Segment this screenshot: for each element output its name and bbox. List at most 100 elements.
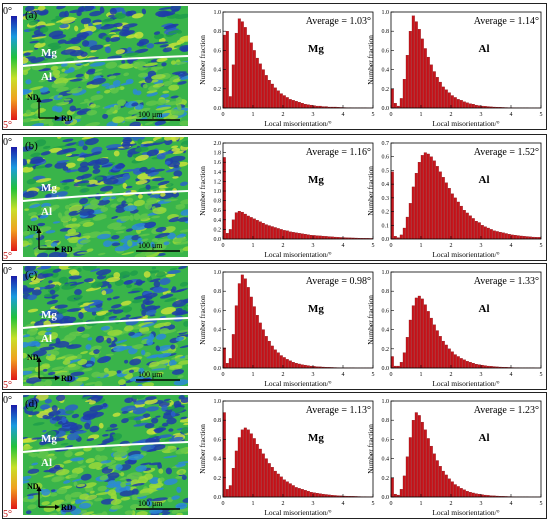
y-axis-label: Number fraction: [366, 424, 375, 474]
y-tick-label: 0.3: [382, 196, 390, 202]
histogram-bar: [414, 412, 418, 498]
histogram-bar: [432, 160, 436, 240]
histogram-bar: [495, 231, 499, 240]
x-tick-label: 3: [312, 243, 315, 249]
histogram-bar: [453, 97, 457, 109]
histogram-bar: [237, 18, 241, 109]
y-axis-label: Number fraction: [366, 295, 375, 345]
histogram-bar: [294, 487, 298, 498]
histogram-bar: [318, 493, 322, 498]
y-tick-label: 0.0: [382, 495, 390, 501]
y-tick-label: 1.8: [214, 151, 222, 157]
histogram-bar: [315, 493, 319, 498]
histogram-bar: [456, 201, 460, 240]
histogram-bar: [240, 274, 244, 369]
nd-rd-axes: [36, 228, 60, 252]
x-tick-label: 5: [372, 501, 375, 507]
histogram-bar: [303, 234, 307, 240]
histogram-bar: [234, 32, 238, 109]
color-scale-bottom-label: 5°: [3, 380, 12, 389]
histogram-bar: [444, 182, 448, 240]
nd-axis-label: ND: [27, 482, 39, 491]
histogram-bar: [279, 355, 283, 369]
x-tick-label: 2: [450, 372, 453, 378]
histogram-bar: [267, 463, 271, 498]
y-tick-label: 0.4: [382, 457, 390, 463]
x-axis-label: Local misorientation/°: [264, 379, 331, 388]
interface-line: [22, 55, 189, 67]
histogram-bar: [471, 363, 475, 369]
y-tick-label: 0.2: [382, 476, 390, 482]
histogram-bar: [498, 231, 502, 240]
phase-label: Mg: [308, 174, 324, 186]
histogram-bar: [477, 222, 481, 240]
y-tick-label: 2.0: [214, 141, 222, 147]
histogram-bar: [279, 476, 283, 498]
y-axis-label: Number fraction: [198, 295, 207, 345]
histogram-bar: [288, 231, 292, 240]
interface-line: [22, 441, 189, 453]
x-axis-label: Local misorientation/°: [432, 119, 499, 128]
histogram-bar: [243, 427, 247, 498]
histogram-bar: [447, 348, 451, 369]
phase-label: Mg: [308, 43, 324, 55]
histogram-bar: [471, 492, 475, 498]
y-tick-label: 0.4: [382, 182, 390, 188]
x-tick-label: 4: [342, 372, 345, 378]
histogram-bar: [468, 215, 472, 240]
histogram-bar: [438, 466, 442, 498]
x-tick-label: 1: [420, 112, 423, 118]
histogram-bar: [249, 42, 253, 109]
histogram-bar: [393, 493, 397, 498]
map-al-label: Al: [41, 333, 52, 345]
histogram-bar: [507, 234, 511, 240]
histogram-bar: [225, 31, 229, 109]
histogram-bar: [270, 83, 274, 109]
map-al-label: Al: [41, 457, 52, 469]
x-tick-label: 2: [282, 243, 285, 249]
y-tick-label: 0.4: [382, 68, 390, 74]
histogram-bar: [405, 456, 409, 498]
histogram-bar: [408, 319, 412, 369]
color-scale-bottom-label: 5°: [3, 251, 12, 260]
histogram-bar: [264, 458, 268, 498]
y-tick-label: 0.2: [382, 347, 390, 353]
panel-label: (b): [25, 140, 38, 152]
color-scale-bar: [11, 276, 17, 380]
histogram-bar: [474, 221, 478, 240]
histogram-bar: [228, 358, 232, 369]
histogram-bar: [462, 101, 466, 109]
rd-axis-label: RD: [61, 374, 73, 383]
histogram-bar: [255, 57, 259, 109]
histogram-bar: [291, 362, 295, 369]
histogram-bar: [477, 364, 481, 369]
histogram-bar: [468, 362, 472, 369]
misorientation-map: [22, 137, 189, 257]
histogram-bar: [306, 104, 310, 109]
y-tick-label: 0.6: [214, 308, 222, 314]
histogram-bar: [420, 298, 424, 369]
x-tick-label: 5: [372, 112, 375, 118]
color-scale-bar: [11, 16, 17, 120]
histogram-bar: [444, 344, 448, 369]
rd-axis-label: RD: [61, 245, 73, 254]
x-tick-label: 2: [450, 112, 453, 118]
y-tick-label: 0.4: [214, 328, 222, 334]
histogram-bar: [252, 218, 256, 240]
histogram-bar: [435, 77, 439, 109]
histogram-bar: [237, 211, 241, 240]
histogram-bar: [228, 96, 232, 109]
histogram-bar: [282, 95, 286, 109]
y-tick-label: 0.1: [382, 223, 390, 229]
phase-label: Mg: [308, 303, 324, 315]
histogram-bar: [399, 489, 403, 498]
scale-bar-label: 100 μm: [138, 499, 163, 508]
phase-label: Al: [479, 43, 490, 55]
histogram-bar: [411, 420, 415, 498]
y-tick-label: 1.0: [382, 270, 390, 276]
histogram-bar: [246, 215, 250, 240]
histogram-bar: [309, 104, 313, 109]
histogram-bar: [294, 363, 298, 369]
x-tick-label: 1: [252, 372, 255, 378]
